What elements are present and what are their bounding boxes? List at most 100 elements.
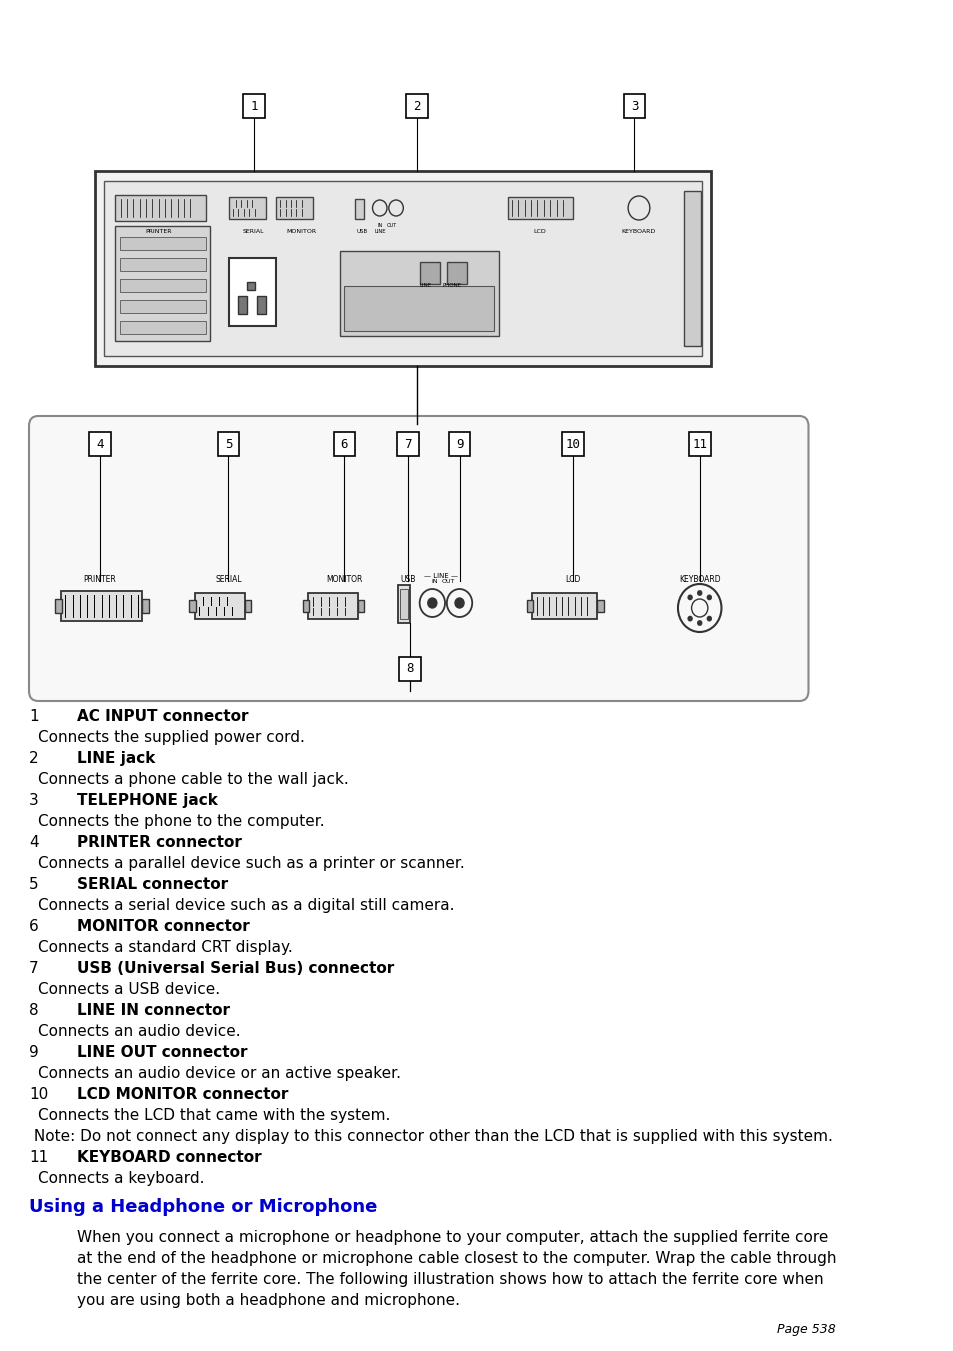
Text: 10: 10 (29, 1088, 49, 1102)
Bar (119, 322, 206, 334)
Text: MONITOR: MONITOR (326, 576, 362, 584)
Text: 11: 11 (692, 438, 706, 450)
Bar (194, 593, 245, 619)
Bar (229, 258, 276, 326)
Bar (507, 197, 572, 219)
FancyBboxPatch shape (688, 432, 710, 457)
Text: PRINTER connector: PRINTER connector (77, 835, 242, 850)
Bar (397, 585, 409, 623)
Text: PRINTER: PRINTER (83, 576, 116, 584)
Text: 11: 11 (29, 1150, 49, 1165)
FancyBboxPatch shape (243, 95, 264, 118)
Bar (683, 190, 700, 346)
Text: KEYBOARD: KEYBOARD (679, 576, 720, 584)
Bar (302, 600, 309, 612)
Text: Connects an audio device or an active speaker.: Connects an audio device or an active sp… (38, 1066, 400, 1081)
Text: 5: 5 (29, 877, 38, 892)
Text: Connects a phone cable to the wall jack.: Connects a phone cable to the wall jack. (38, 771, 349, 788)
Text: Using a Headphone or Microphone: Using a Headphone or Microphone (29, 1198, 377, 1216)
Text: 6: 6 (340, 438, 348, 450)
Text: you are using both a headphone and microphone.: you are using both a headphone and micro… (77, 1293, 459, 1308)
Text: 9: 9 (456, 438, 463, 450)
Bar (245, 600, 251, 612)
Bar (238, 296, 247, 313)
Text: at the end of the headphone or microphone cable closest to the computer. Wrap th: at the end of the headphone or microphon… (77, 1251, 836, 1266)
Circle shape (427, 598, 436, 608)
Text: PHONE: PHONE (442, 282, 461, 288)
FancyBboxPatch shape (448, 432, 470, 457)
Text: Connects an audio device.: Connects an audio device. (38, 1024, 240, 1039)
Text: Connects the phone to the computer.: Connects the phone to the computer. (38, 815, 324, 830)
FancyBboxPatch shape (398, 657, 420, 681)
Text: SERIAL: SERIAL (243, 230, 264, 234)
FancyBboxPatch shape (561, 432, 583, 457)
Bar (597, 600, 603, 612)
Circle shape (687, 596, 691, 600)
Text: LINE IN connector: LINE IN connector (77, 1002, 230, 1019)
Text: 4: 4 (96, 438, 103, 450)
Text: 2: 2 (413, 100, 420, 112)
Text: Page 538: Page 538 (776, 1323, 835, 1336)
Bar (532, 593, 597, 619)
Text: PRINTER: PRINTER (145, 230, 172, 234)
Text: 3: 3 (29, 793, 39, 808)
Text: 7: 7 (404, 438, 411, 450)
Text: TELEPHONE jack: TELEPHONE jack (77, 793, 217, 808)
Bar (357, 600, 364, 612)
Text: AC INPUT connector: AC INPUT connector (77, 709, 249, 724)
Text: — LINE —: — LINE — (424, 573, 458, 580)
Bar (344, 286, 494, 331)
Text: Connects a keyboard.: Connects a keyboard. (38, 1171, 204, 1186)
Text: 1: 1 (250, 100, 257, 112)
Text: 4: 4 (29, 835, 38, 850)
Text: 3: 3 (630, 100, 638, 112)
Text: 2: 2 (29, 751, 38, 766)
Bar (355, 199, 364, 219)
Circle shape (706, 596, 711, 600)
Text: Connects the supplied power cord.: Connects the supplied power cord. (38, 730, 305, 744)
FancyBboxPatch shape (334, 432, 355, 457)
Bar (115, 226, 210, 340)
Text: 1: 1 (29, 709, 38, 724)
Text: 10: 10 (565, 438, 579, 450)
Text: SERIAL connector: SERIAL connector (77, 877, 228, 892)
Bar (229, 197, 265, 219)
Text: OUT: OUT (441, 580, 455, 584)
Circle shape (706, 616, 711, 621)
Bar (95, 172, 711, 366)
Text: IN: IN (377, 223, 383, 228)
Bar (119, 236, 206, 250)
Circle shape (687, 616, 691, 621)
FancyBboxPatch shape (89, 432, 111, 457)
Text: Connects a parallel device such as a printer or scanner.: Connects a parallel device such as a pri… (38, 857, 464, 871)
Bar (419, 262, 439, 284)
Text: USB: USB (399, 576, 416, 584)
Text: 9: 9 (29, 1046, 39, 1061)
Bar (339, 251, 498, 336)
Text: 7: 7 (29, 961, 38, 975)
Bar (256, 296, 265, 313)
Bar (55, 598, 62, 613)
Circle shape (697, 621, 701, 626)
Bar (61, 590, 142, 621)
Bar (119, 280, 206, 292)
Text: Connects a serial device such as a digital still camera.: Connects a serial device such as a digit… (38, 898, 454, 913)
FancyBboxPatch shape (623, 95, 644, 118)
Bar (142, 598, 149, 613)
FancyBboxPatch shape (29, 416, 807, 701)
Circle shape (455, 598, 463, 608)
Text: Note: Do not connect any display to this connector other than the LCD that is su: Note: Do not connect any display to this… (29, 1129, 832, 1144)
Text: KEYBOARD connector: KEYBOARD connector (77, 1150, 261, 1165)
Text: the center of the ferrite core. The following illustration shows how to attach t: the center of the ferrite core. The foll… (77, 1273, 822, 1288)
Text: LCD: LCD (533, 230, 545, 234)
Text: LINE jack: LINE jack (77, 751, 155, 766)
Text: Connects a standard CRT display.: Connects a standard CRT display. (38, 940, 293, 955)
Text: LINE: LINE (418, 282, 431, 288)
Circle shape (697, 590, 701, 596)
Bar (115, 195, 206, 222)
Text: USB: USB (355, 230, 367, 234)
Bar (399, 589, 408, 619)
Text: 8: 8 (406, 662, 413, 676)
Text: LINE OUT connector: LINE OUT connector (77, 1046, 247, 1061)
Text: SERIAL: SERIAL (214, 576, 241, 584)
